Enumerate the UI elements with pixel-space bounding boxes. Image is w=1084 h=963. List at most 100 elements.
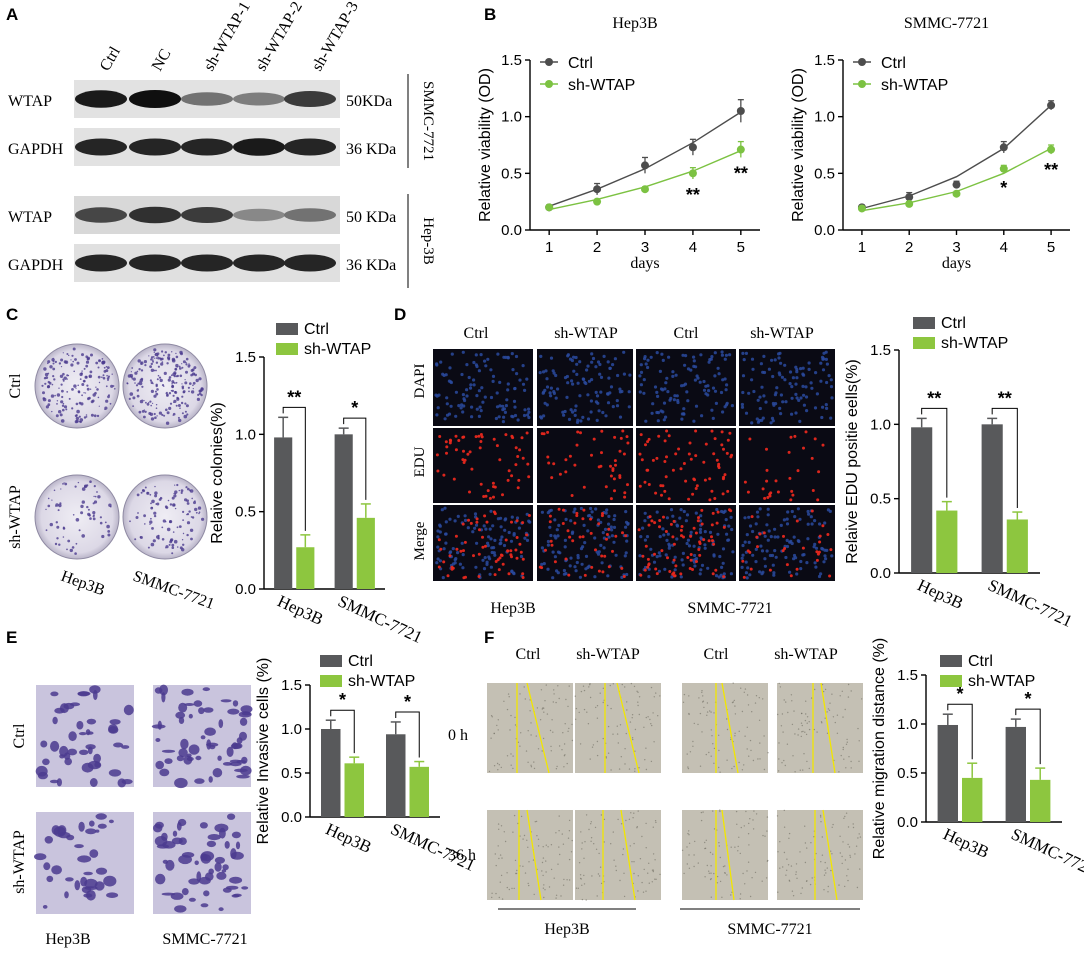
cell-speck [858,740,860,742]
cell-speck [739,893,742,895]
colony [61,395,64,399]
nucleus-dot [825,362,830,366]
nucleus-dot [576,553,580,558]
edu-dot [689,558,693,562]
cell-speck [708,751,710,754]
colony [81,394,83,397]
invasive-cell [85,828,97,835]
edu-dot [647,563,651,567]
cell-speck [542,874,544,877]
colony [54,360,57,364]
cell-speck [734,713,737,715]
colony [193,501,196,505]
invasive-cell [37,771,49,780]
nucleus-dot [674,373,678,377]
edu-dot [517,478,521,482]
legend-swatch [276,323,298,335]
edu-dot [667,497,671,501]
y-tick-label: 1.0 [897,716,918,733]
cell-speck [683,693,686,696]
cell-speck [562,843,565,845]
cell-speck [590,823,592,825]
cell-speck [563,766,565,768]
nucleus-dot [773,393,778,397]
nucleus-dot [796,507,801,511]
nucleus-dot [607,535,611,539]
edu-dot [614,534,618,538]
edu-dot [665,429,669,433]
nucleus-dot [609,525,613,529]
cell-speck [543,884,545,886]
nucleus-dot [720,350,724,354]
nucleus-dot [820,546,824,551]
nucleus-dot [670,575,674,579]
nucleus-dot [594,390,598,394]
nucleus-dot [527,415,531,420]
nucleus-dot [586,417,591,421]
nucleus-dot [723,377,727,381]
nucleus-dot [684,519,689,523]
colony [190,390,195,394]
cell-speck [755,813,758,815]
data-point [688,143,697,152]
nucleus-dot [477,389,481,393]
x-tick-label: 4 [689,239,697,256]
invasive-cell-blobs [34,684,253,913]
nucleus-dot [583,541,587,545]
cell-speck [541,750,543,752]
nucleus-dot [644,419,648,423]
nucleus-dot [493,553,497,557]
legend-swatch [940,655,962,667]
cell-speck [524,872,527,874]
y-tick-label: 1.5 [814,52,835,69]
cell-speck [718,842,720,844]
invasive-cell [42,758,50,766]
nucleus-dot [607,522,611,526]
invasive-cell [178,748,188,758]
cell-speck [709,710,711,712]
nucleus-dot [444,520,448,524]
cell-speck [568,830,571,832]
nucleus-dot [699,514,703,518]
nucleus-dot [692,544,696,548]
nucleus-dot [806,537,810,541]
edu-dot [501,562,505,566]
colony [176,366,178,368]
cell-speck [843,817,845,819]
colony [41,384,44,387]
blot-band [75,90,127,108]
nucleus-dot [759,544,763,548]
cell-speck [568,685,570,687]
colony [90,353,93,357]
cell-speck [548,886,551,888]
nucleus-dot [527,407,531,411]
cell-speck [802,769,804,771]
colony [92,502,95,505]
nucleus-dot [454,390,458,394]
y-tick-label: 1.5 [897,667,918,684]
cell-speck [776,815,779,817]
nucleus-dot [692,355,696,359]
colony [150,358,153,361]
nucleus-dot [461,553,465,557]
panel-letter-e: E [6,628,17,647]
colony [181,363,183,365]
cell-speck [579,877,582,880]
colony [105,369,109,373]
cell-speck [645,768,648,771]
colony [130,371,132,373]
edu-dot [765,468,769,472]
nucleus-dot [481,400,485,404]
edu-dot [765,479,769,483]
nucleus-dot [563,409,567,414]
cell-speck [568,727,570,730]
nucleus-dot [486,357,490,361]
y-tick-label: 0.5 [235,504,256,521]
colony [47,403,51,407]
edu-dot [454,434,458,438]
cell-speck [844,815,846,818]
row-label: 0 h [448,727,468,744]
x-tick-label: 3 [641,239,649,256]
cell-speck [753,810,755,812]
